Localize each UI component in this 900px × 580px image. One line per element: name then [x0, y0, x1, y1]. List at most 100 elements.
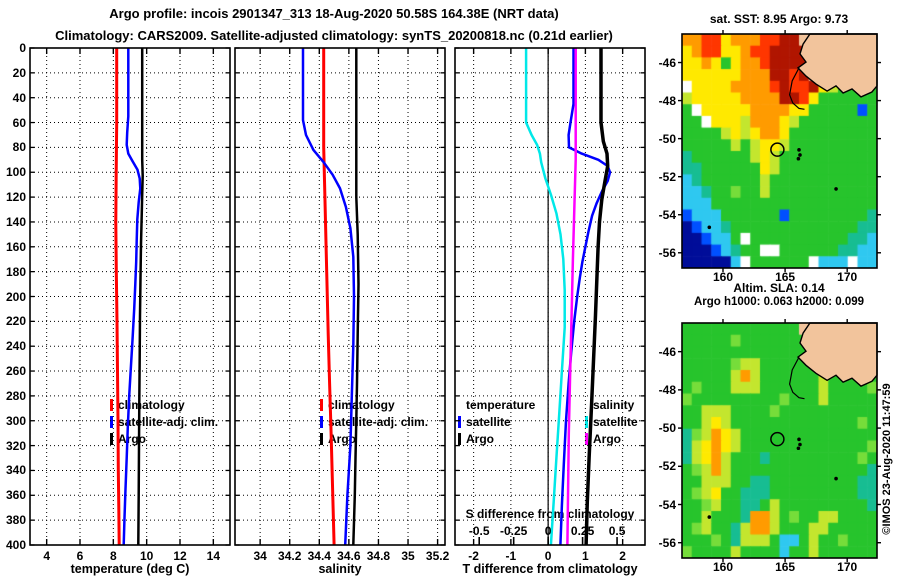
- depth-tick-label: 400: [5, 538, 26, 552]
- argo-line-marker: [110, 432, 113, 445]
- map-frame: [681, 322, 878, 559]
- map-lat-label: -48: [658, 382, 676, 397]
- depth-tick-label: 300: [5, 413, 26, 428]
- x-tick-label: 34: [253, 549, 267, 563]
- islet-mark: [798, 153, 802, 157]
- series-satellite-adj-clim-: [301, 48, 356, 546]
- coastline: [788, 67, 805, 110]
- map-lon-label: 160: [712, 560, 733, 574]
- legend-header-temperature: temperature: [466, 397, 536, 412]
- series-temperature-argo: [584, 48, 610, 546]
- legend-label-argo: Argo: [466, 431, 494, 446]
- x-tick-label: 6: [76, 549, 84, 563]
- legend-row: satellite-adj. clim.: [320, 413, 428, 430]
- x-tick-label: 8: [109, 549, 117, 563]
- x-tick-label: 35.2: [425, 549, 450, 563]
- s-difference-axis-label: S difference from climatology: [465, 507, 635, 521]
- map-lat-label: -46: [658, 344, 676, 359]
- map-lat-label: -52: [658, 459, 676, 474]
- x-tick-label: 0: [544, 549, 552, 563]
- legend-row: climatology: [110, 396, 218, 413]
- legend-row: salinity: [585, 396, 638, 413]
- depth-tick-label: 220: [5, 314, 26, 329]
- map-lat-label: -56: [658, 245, 676, 260]
- sal-argo-line-marker: [585, 432, 588, 445]
- diff-salinity-legend: salinity satellite Argo: [585, 396, 638, 447]
- legend-row: satellite-adj. clim.: [110, 413, 218, 430]
- series-satellite-adj-clim-: [122, 48, 142, 546]
- diff-temperature-legend: temperature satellite Argo: [458, 396, 535, 447]
- islet-mark: [707, 515, 712, 519]
- legend-label-satellite-adj: satellite-adj. clim.: [118, 414, 219, 429]
- x-tick-label: 34.8: [366, 549, 391, 563]
- legend-header-salinity: salinity: [593, 397, 635, 412]
- legend-row: Argo: [458, 430, 535, 447]
- map-lon-label: 165: [775, 560, 796, 574]
- map-lon-label: 170: [837, 560, 858, 574]
- argo-float-marker: [770, 142, 785, 157]
- depth-tick-label: 0: [19, 41, 26, 55]
- x-tick-label: 34.2: [278, 549, 302, 563]
- s-axis-tick-label: 0.25: [570, 524, 595, 538]
- x-tick-label: 35: [401, 549, 415, 563]
- figure-subtitle: Climatology: CARS2009. Satellite-adjuste…: [55, 28, 613, 43]
- map-lat-label: -48: [658, 93, 676, 108]
- legend-label-climatology: climatology: [118, 397, 185, 412]
- x-tick-label: 1: [582, 549, 589, 563]
- legend-label-satellite: satellite: [466, 414, 511, 429]
- sla-map-title: Altim. SLA: 0.14: [733, 281, 825, 295]
- x-tick-label: 4: [43, 549, 50, 563]
- temperature-axis-label: temperature (deg C): [70, 562, 190, 576]
- argo-line-marker: [320, 432, 323, 445]
- depth-tick-label: 380: [5, 513, 26, 528]
- series-salinity-satellite: [524, 48, 566, 546]
- series-climatology: [322, 48, 336, 546]
- series-argo: [352, 48, 360, 546]
- map-lon-label: 165: [775, 270, 796, 284]
- land-mass: [796, 33, 878, 98]
- depth-tick-label: 140: [5, 214, 26, 229]
- depth-tick-label: 60: [12, 115, 26, 130]
- sst_map-overlay: [678, 30, 881, 272]
- satellite-adj-line-marker: [320, 415, 323, 428]
- s-axis-tick-label: 0: [544, 524, 552, 538]
- islet-mark: [796, 446, 801, 451]
- s-axis-tick-label: -0.5: [468, 524, 490, 538]
- map-lat-label: -46: [658, 55, 676, 70]
- x-tick-label: -2: [468, 549, 479, 563]
- map-lon-label: 160: [712, 270, 733, 284]
- sla_map-overlay: [678, 319, 881, 562]
- climatology-line-marker: [110, 398, 113, 411]
- legend-label-argo: Argo: [328, 431, 356, 446]
- temperature_profile-panel: [29, 47, 231, 546]
- series-climatology: [114, 48, 121, 546]
- map-lat-label: -56: [658, 535, 676, 550]
- map-lat-label: -54: [658, 207, 676, 222]
- islet-mark: [834, 187, 838, 191]
- climatology-line-marker: [320, 398, 323, 411]
- x-tick-label: 34.6: [337, 549, 361, 563]
- map-lat-label: -50: [658, 131, 676, 146]
- map-lat-label: -54: [658, 497, 676, 512]
- s-axis-tick-label: 0.5: [608, 524, 626, 538]
- x-tick-label: 14: [206, 549, 220, 563]
- t-difference-axis-label: T difference from climatology: [462, 562, 638, 576]
- islet-mark: [796, 156, 801, 161]
- map-frame: [681, 33, 878, 269]
- sst-map-title: sat. SST: 8.95 Argo: 9.73: [709, 12, 849, 26]
- land-mass: [796, 322, 878, 388]
- depth-tick-label: 240: [5, 339, 26, 354]
- map-lat-label: -50: [658, 421, 676, 436]
- depth-tick-label: 180: [5, 264, 26, 279]
- depth-tick-label: 80: [12, 140, 26, 155]
- salinity_profile-panel: [234, 47, 446, 546]
- salinity-axis-label: salinity: [318, 562, 362, 576]
- depth-tick-label: 100: [5, 165, 26, 180]
- satellite-adj-line-marker: [110, 415, 113, 428]
- depth-tick-label: 120: [5, 190, 26, 205]
- legend-row: Argo: [320, 430, 428, 447]
- x-tick-label: -1: [505, 549, 517, 563]
- legend-label-argo: Argo: [593, 431, 621, 446]
